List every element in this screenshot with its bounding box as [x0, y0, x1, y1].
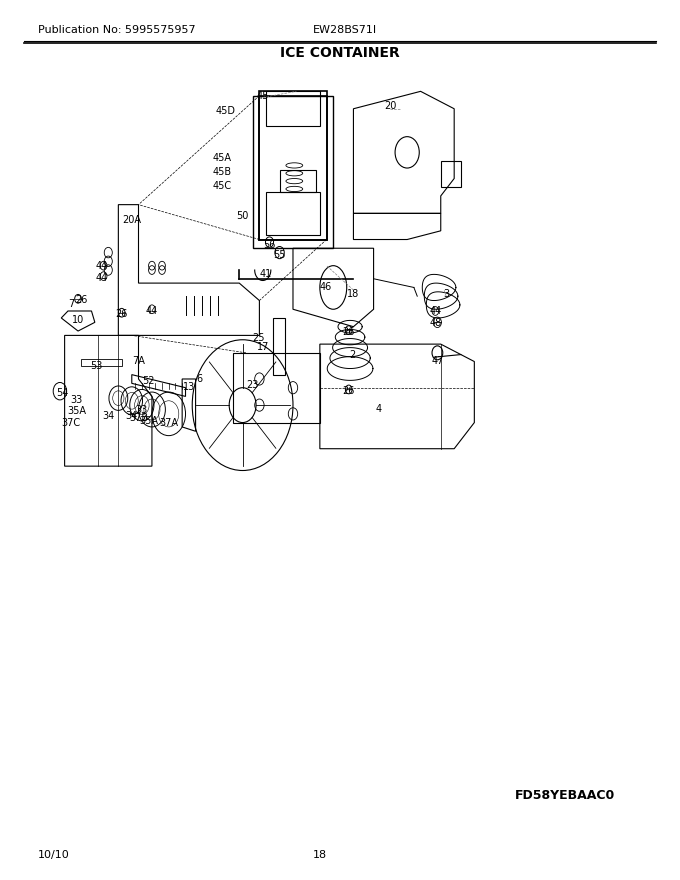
Text: 44: 44 [429, 306, 441, 316]
Text: 53: 53 [90, 361, 103, 370]
Text: 18: 18 [313, 850, 327, 860]
Text: 56: 56 [263, 239, 275, 250]
Text: 44: 44 [146, 306, 158, 316]
Text: 2: 2 [349, 349, 355, 360]
Text: 26: 26 [116, 309, 128, 319]
Text: 7: 7 [68, 299, 74, 309]
Text: 45: 45 [256, 91, 269, 100]
Text: 47: 47 [431, 356, 443, 366]
Text: 44: 44 [95, 260, 107, 271]
Text: 20A: 20A [122, 216, 141, 225]
Text: 45B: 45B [213, 166, 232, 177]
Text: 18: 18 [347, 289, 360, 298]
Text: 45C: 45C [213, 181, 232, 191]
Text: Publication No: 5995575957: Publication No: 5995575957 [38, 25, 195, 34]
Text: 37B: 37B [129, 414, 148, 423]
Text: 41: 41 [260, 269, 272, 279]
Text: 13: 13 [183, 382, 195, 392]
Text: ICE CONTAINER: ICE CONTAINER [280, 46, 400, 60]
Text: 48: 48 [429, 319, 441, 328]
Text: 37C: 37C [62, 418, 81, 428]
Text: 17: 17 [256, 341, 269, 352]
Text: 26: 26 [343, 386, 355, 396]
Text: 34: 34 [102, 412, 114, 422]
Text: 6: 6 [196, 374, 202, 384]
Text: 45D: 45D [216, 106, 236, 115]
Text: 25: 25 [252, 333, 265, 343]
Text: 50: 50 [237, 211, 249, 221]
Text: 55: 55 [273, 250, 286, 260]
Text: 26: 26 [343, 326, 355, 337]
Text: 10: 10 [72, 315, 84, 325]
Text: 33: 33 [71, 395, 83, 405]
Text: 7A: 7A [132, 356, 145, 366]
Text: 3: 3 [443, 290, 449, 299]
Text: 35A: 35A [67, 407, 86, 416]
Text: 54: 54 [56, 388, 68, 398]
Text: 46: 46 [319, 282, 331, 291]
Text: 52: 52 [142, 376, 155, 385]
Text: 23: 23 [246, 380, 259, 390]
Text: 4: 4 [376, 404, 382, 414]
Text: 10/10: 10/10 [38, 850, 69, 860]
Text: 45A: 45A [213, 152, 232, 163]
Text: 44: 44 [95, 273, 107, 282]
Text: 34: 34 [126, 412, 138, 422]
Text: 26: 26 [75, 295, 88, 304]
Text: 33: 33 [136, 406, 148, 415]
Bar [259, 96, 326, 239]
Text: FD58YEBAAC0: FD58YEBAAC0 [515, 788, 615, 802]
Text: 35A: 35A [139, 416, 158, 426]
Text: 37A: 37A [159, 418, 178, 428]
Text: EW28BS71I: EW28BS71I [313, 25, 377, 34]
Text: 20: 20 [384, 101, 396, 111]
